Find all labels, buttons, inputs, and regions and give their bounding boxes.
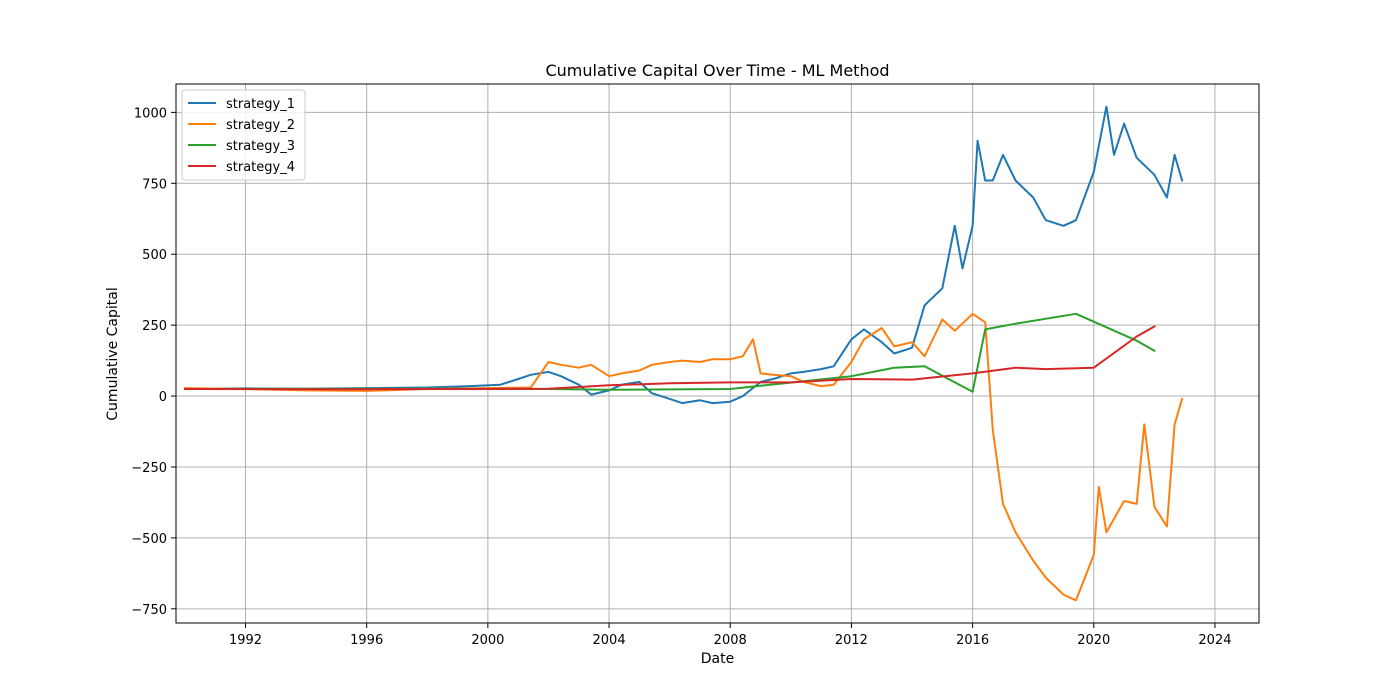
x-tick-label: 1996 (350, 633, 383, 648)
y-tick-label: −250 (131, 461, 167, 476)
legend: strategy_1 strategy_2 strategy_3 strategy_4 (181, 89, 306, 181)
chart-title: Cumulative Capital Over Time - ML Method (545, 61, 889, 80)
y-axis-label: Cumulative Capital (105, 287, 121, 420)
legend-box (181, 89, 306, 181)
legend-label-strategy-2: strategy_2 (226, 118, 295, 133)
legend-label-strategy-3: strategy_3 (226, 139, 295, 154)
x-tick-label: 2020 (1077, 633, 1110, 648)
series-line-strategy-1 (183, 105, 1184, 405)
y-tick-label: 250 (142, 319, 167, 334)
y-tick-label: −750 (131, 603, 167, 618)
y-tick-label: 500 (142, 248, 167, 263)
y-tick-label: 0 (159, 390, 167, 405)
grid-layer (176, 84, 1259, 623)
legend-label-strategy-4: strategy_4 (226, 160, 295, 175)
series-layer (183, 105, 1184, 602)
x-tick-label: 2024 (1198, 633, 1231, 648)
x-tick-label: 2004 (593, 633, 626, 648)
y-tick-label: −500 (131, 532, 167, 547)
legend-label-strategy-1: strategy_1 (226, 97, 295, 112)
tick-layer: 1992 1996 2000 2004 2008 2012 2016 2020 2024 −750… (131, 106, 1231, 648)
y-tick-label: 1000 (134, 106, 167, 121)
x-tick-label: 2016 (956, 633, 989, 648)
x-axis-label: Date (701, 651, 734, 667)
y-tick-label: 750 (142, 177, 167, 192)
series-line-strategy-2 (183, 312, 1184, 602)
x-tick-label: 2000 (471, 633, 504, 648)
plot-area-frame (175, 83, 1260, 624)
x-tick-label: 1992 (229, 633, 262, 648)
x-tick-label: 2012 (835, 633, 868, 648)
series-line-strategy-4 (183, 325, 1156, 391)
x-tick-label: 2008 (714, 633, 747, 648)
